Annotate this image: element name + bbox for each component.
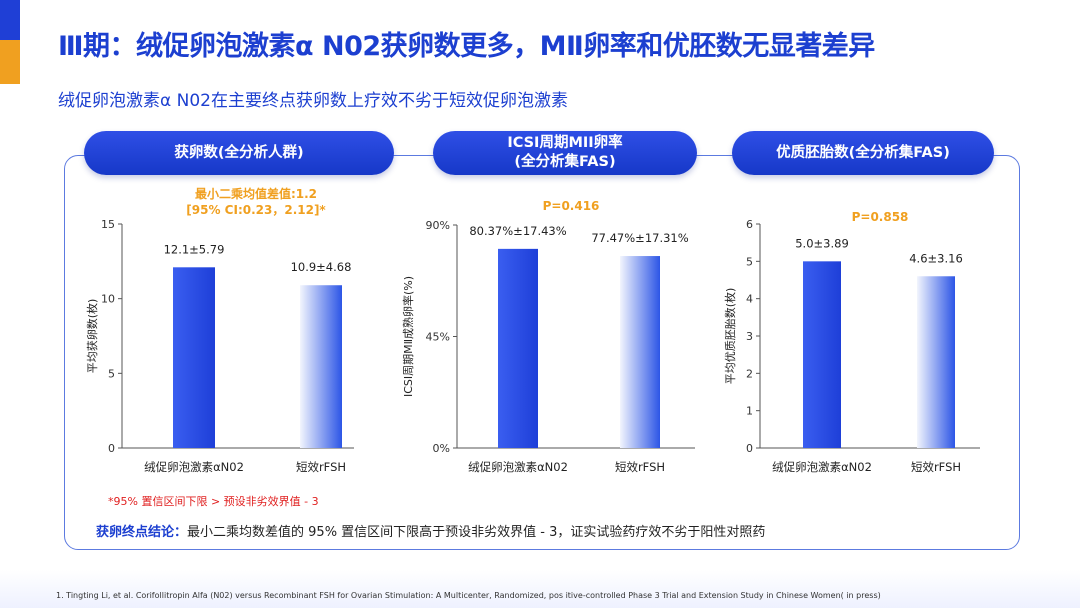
corner-accent-orange (0, 40, 20, 84)
chart2-category-label: 短效rFSH (615, 460, 665, 474)
chart1-data-label: 10.9±4.68 (291, 260, 352, 274)
chart3-y-tick-label: 0 (746, 442, 753, 455)
chart1-bar (173, 267, 215, 448)
corner-accent-bar (0, 0, 20, 84)
chart2-bar (620, 256, 660, 448)
footnote: *95% 置信区间下限 > 预设非劣效界值 - 3 (108, 495, 319, 508)
reference-citation: 1. Tingting Li, et al. Corifollitropin A… (56, 591, 881, 600)
chart1-category-label: 短效rFSH (296, 460, 346, 474)
corner-accent-blue (0, 0, 20, 40)
chart1-title-pill: 获卵数(全分析人群) (84, 131, 394, 175)
conclusion-lead: 获卵终点结论： (96, 525, 188, 540)
chart3-y-tick-label: 1 (746, 405, 753, 418)
chart2-title-pill: ICSI周期MII卵率 (全分析集FAS) (433, 131, 697, 175)
charts-panel (64, 155, 1020, 550)
conclusion-text: 最小二乘均数差值的 95% 置信区间下限高于预设非劣效界值 - 3，证实试验药疗… (187, 525, 766, 540)
chart3-y-tick-label: 4 (746, 293, 753, 306)
chart2-title-line2: (全分析集FAS) (514, 154, 616, 170)
chart3-y-tick-label: 2 (746, 367, 753, 380)
chart2-bar (498, 248, 538, 448)
chart3-category-label: 短效rFSH (911, 460, 961, 474)
chart1-data-label: 12.1±5.79 (164, 242, 225, 256)
slide-title: Ⅲ期：绒促卵泡激素α N02获卵数更多，MⅡ卵率和优胚数无显著差异 (58, 31, 875, 62)
chart1-category-label: 绒促卵泡激素αN02 (144, 460, 244, 474)
chart3-y-axis-label: 平均优质胚胎数(枚) (723, 288, 737, 385)
chart2-y-tick-label: 90% (426, 219, 450, 232)
chart2-title-line1: ICSI周期MII卵率 (507, 135, 623, 151)
chart3-title: 优质胚胎数(全分析集FAS) (776, 144, 950, 161)
footer-band (0, 570, 1080, 608)
chart2-data-label: 80.37%±17.43% (469, 224, 566, 238)
chart1-svg: 0 5 10 15 平均获卵数(枚) 12.1±5.79 绒促卵泡激素αN02 10.9±4.… (85, 186, 354, 474)
conclusion: 获卵终点结论：最小二乘均数差值的 95% 置信区间下限高于预设非劣效界值 - 3… (96, 521, 765, 540)
chart3-y-tick-label: 6 (746, 218, 753, 231)
chart3-y-tick-label: 5 (746, 255, 753, 268)
chart3-data-label: 4.6±3.16 (909, 251, 963, 265)
chart1-y-axis-label: 平均获卵数(枚) (85, 299, 99, 374)
chart2-category-label: 绒促卵泡激素αN02 (468, 460, 568, 474)
chart1-y-tick-label: 0 (108, 442, 115, 455)
chart2-y-tick-label: 45% (426, 331, 450, 344)
chart2-annotation: P=0.416 (543, 199, 600, 213)
chart1-bar (300, 285, 342, 448)
chart1-annotation: 最小二乘均值差值:1.2 (195, 186, 317, 201)
chart2-data-label: 77.47%±17.31% (591, 231, 688, 245)
chart2-y-axis-label: ICSI周期MⅡ成熟卵率(%) (401, 276, 415, 397)
chart3-annotation: P=0.858 (852, 210, 909, 224)
chart1-y-tick-label: 15 (101, 218, 115, 231)
chart3-title-pill: 优质胚胎数(全分析集FAS) (732, 131, 994, 175)
chart3-bar (917, 276, 955, 448)
chart2-y-tick-label: 0% (433, 442, 450, 455)
chart2-svg: 0% 45% 90% ICSI周期MⅡ成熟卵率(%) 80.37%±17.43% 绒促卵泡… (401, 199, 695, 474)
chart3-svg: 0 1 2 3 4 5 6 平均优质胚胎数(枚) 5.0±3.89 绒促卵泡激素αN02 4.6±3… (723, 210, 980, 474)
chart1-y-tick-label: 10 (101, 293, 115, 306)
chart1-annotation: [95% CI:0.23，2.12]* (186, 203, 326, 217)
chart1-y-tick-label: 5 (108, 367, 115, 380)
chart3-data-label: 5.0±3.89 (795, 236, 849, 250)
chart3-category-label: 绒促卵泡激素αN02 (772, 460, 872, 474)
chart3-y-tick-label: 3 (746, 330, 753, 343)
slide-subtitle: 绒促卵泡激素α N02在主要终点获卵数上疗效不劣于短效促卵泡激素 (58, 91, 568, 111)
chart3-bar (803, 261, 841, 448)
chart1-title: 获卵数(全分析人群) (174, 144, 304, 161)
